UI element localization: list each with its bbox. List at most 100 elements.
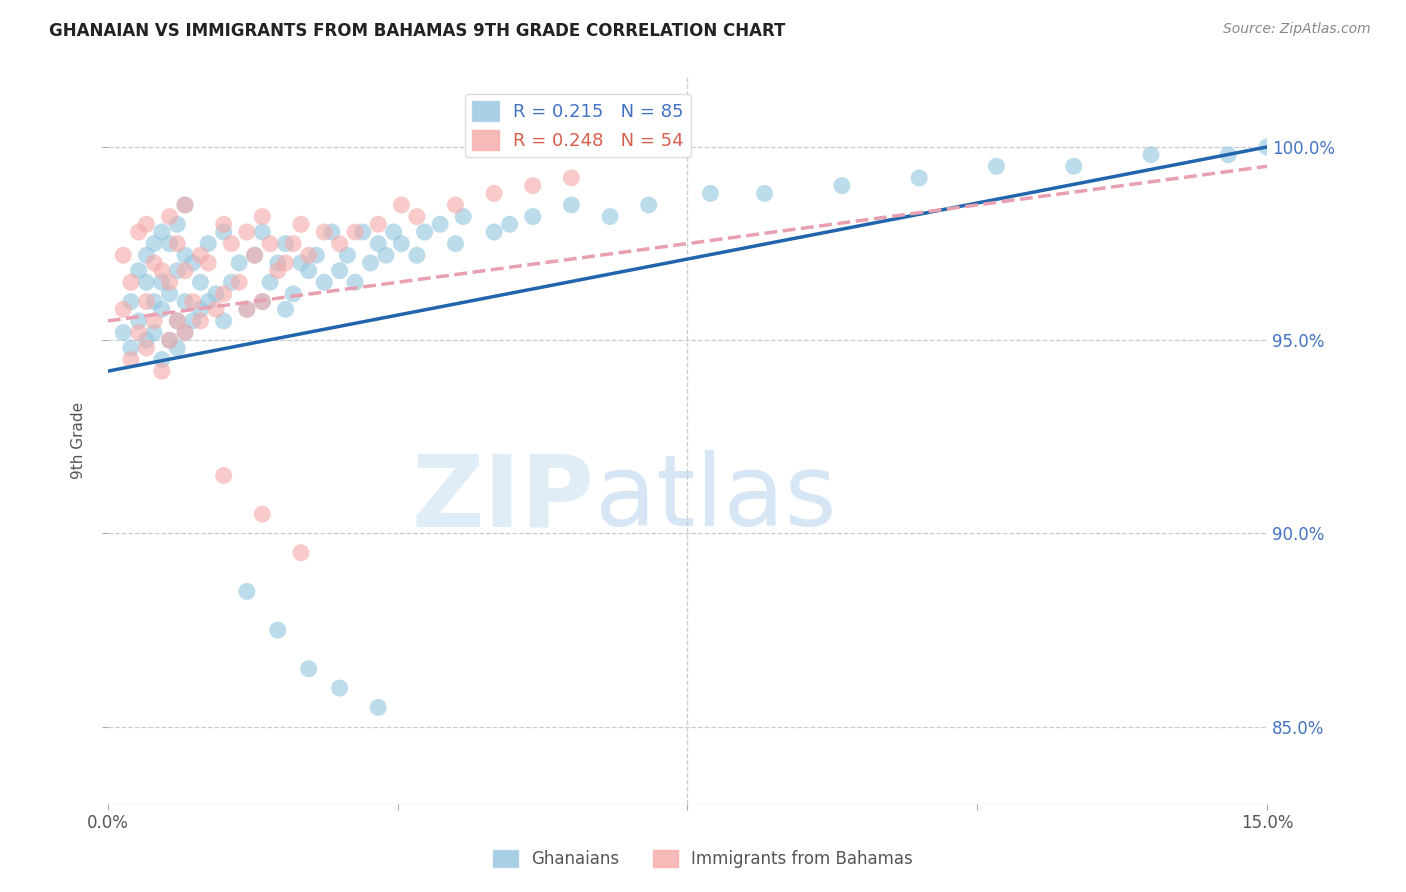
Point [205,286,228,301]
Point [150,352,173,367]
Point [298,248,321,262]
Point [391,198,413,212]
Point [159,210,181,224]
Point [405,210,427,224]
Point [174,248,197,262]
Point [413,225,436,239]
Point [274,236,297,251]
Point [150,263,173,277]
Point [150,275,173,289]
Point [314,225,336,239]
Point [112,302,135,317]
Text: GHANAIAN VS IMMIGRANTS FROM BAHAMAS 9TH GRADE CORRELATION CHART: GHANAIAN VS IMMIGRANTS FROM BAHAMAS 9TH … [49,22,786,40]
Point [1063,159,1085,173]
Point [159,333,181,347]
Point [283,286,305,301]
Point [174,294,197,309]
Point [221,275,243,289]
Point [212,314,235,328]
Text: Source: ZipAtlas.com: Source: ZipAtlas.com [1223,22,1371,37]
Point [451,210,474,224]
Y-axis label: 9th Grade: 9th Grade [72,402,86,479]
Point [831,178,853,193]
Point [120,275,142,289]
Point [344,225,367,239]
Point [267,263,290,277]
Text: ZIP: ZIP [412,450,595,548]
Point [599,210,621,224]
Point [143,314,166,328]
Point [197,256,219,270]
Point [120,341,142,355]
Point [314,275,336,289]
Point [243,248,266,262]
Point [560,198,582,212]
Point [112,248,135,262]
Point [236,302,259,317]
Point [252,294,274,309]
Point [986,159,1008,173]
Point [135,294,157,309]
Point [190,314,212,328]
Point [699,186,721,201]
Point [166,263,188,277]
Point [228,275,250,289]
Point [112,326,135,340]
Point [166,217,188,231]
Point [135,248,157,262]
Point [236,225,259,239]
Point [205,302,228,317]
Point [522,178,544,193]
Point [560,170,582,185]
Point [274,256,297,270]
Point [174,198,197,212]
Point [259,275,281,289]
Point [143,294,166,309]
Point [190,275,212,289]
Point [221,236,243,251]
Point [754,186,776,201]
Point [305,248,328,262]
Point [143,256,166,270]
Point [150,225,173,239]
Point [190,302,212,317]
Point [228,256,250,270]
Point [150,364,173,378]
Point [120,352,142,367]
Point [236,302,259,317]
Point [1218,147,1240,161]
Point [159,333,181,347]
Point [120,294,142,309]
Point [321,225,343,239]
Legend: Ghanaians, Immigrants from Bahamas: Ghanaians, Immigrants from Bahamas [486,843,920,875]
Point [166,314,188,328]
Point [197,294,219,309]
Point [329,681,352,695]
Point [212,468,235,483]
Point [482,186,505,201]
Point [135,333,157,347]
Point [274,302,297,317]
Point [298,263,321,277]
Point [166,314,188,328]
Point [212,225,235,239]
Point [498,217,520,231]
Point [166,236,188,251]
Point [637,198,659,212]
Point [360,256,382,270]
Point [236,584,259,599]
Point [290,256,312,270]
Point [1140,147,1163,161]
Point [135,217,157,231]
Point [344,275,367,289]
Point [159,236,181,251]
Point [212,286,235,301]
Point [482,225,505,239]
Point [382,225,405,239]
Point [159,286,181,301]
Point [128,314,150,328]
Point [166,341,188,355]
Point [174,326,197,340]
Point [367,217,389,231]
Point [174,198,197,212]
